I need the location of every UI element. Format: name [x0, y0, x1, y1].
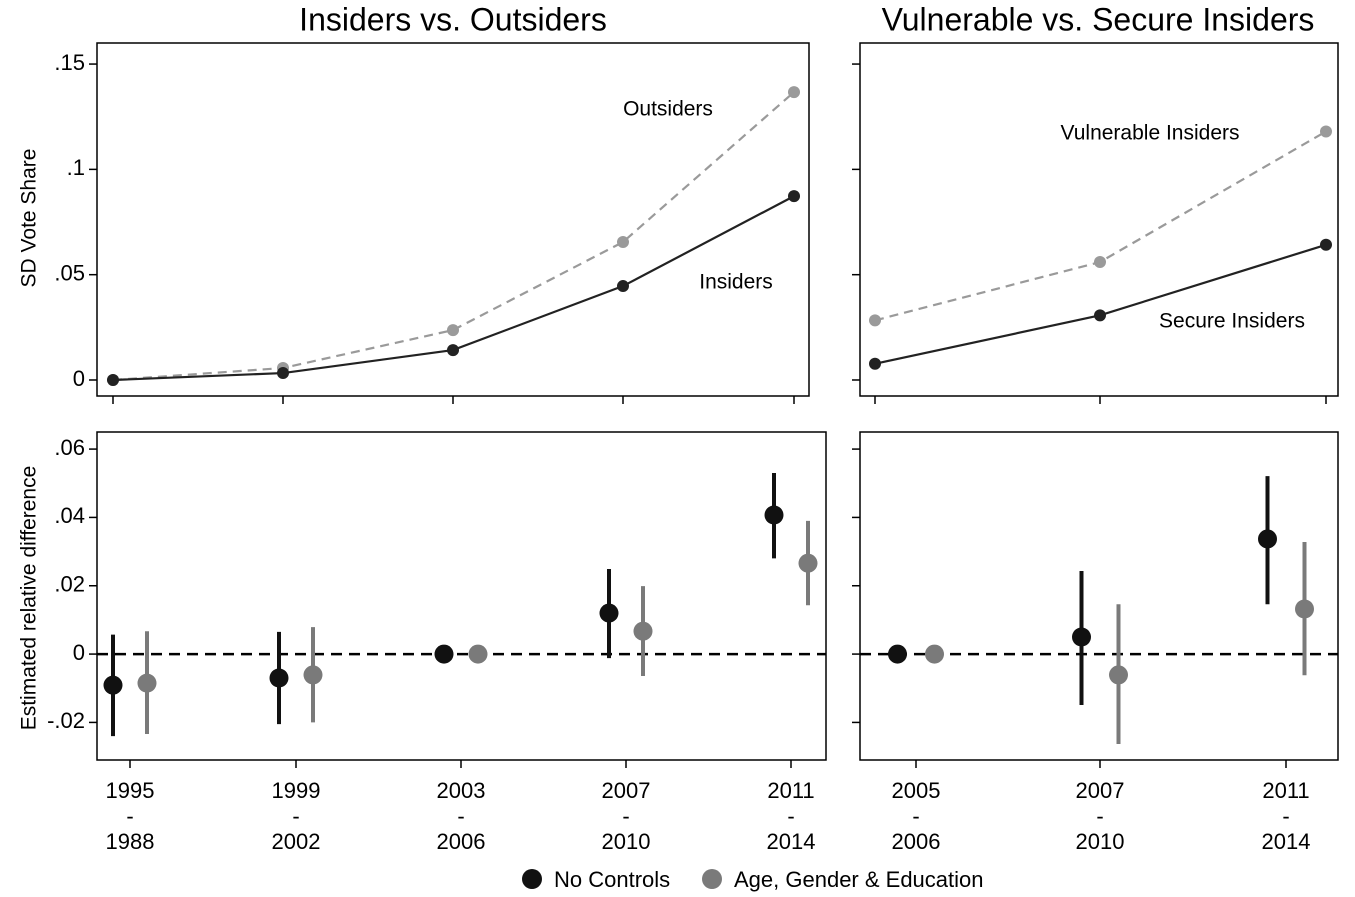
x-tick-label-line: 2011 [767, 778, 814, 803]
x-tick-label-line: - [292, 803, 299, 828]
x-tick-label: 2011 -2014 [767, 778, 816, 854]
series-annotation: Outsiders [623, 98, 713, 121]
estimate-point [468, 644, 488, 664]
y-axis-label: SD Vote Share [18, 149, 41, 288]
x-tick-label-line: 2010 [602, 829, 651, 854]
y-tick-label: .02 [54, 572, 85, 597]
x-tick-label-line: 1999 [272, 778, 321, 803]
estimate-point [888, 644, 907, 664]
series-point [1320, 238, 1332, 251]
series-line [112, 91, 795, 382]
y-tick-label: .15 [54, 50, 85, 75]
series-annotation: Secure Insiders [1159, 310, 1305, 333]
estimate-point [103, 675, 123, 695]
estimate-point [798, 553, 818, 573]
estimate-point [269, 668, 289, 688]
x-tick-label-line: 2007 [1076, 778, 1125, 803]
estimate-point [137, 673, 157, 693]
x-tick-label-line: 2003 [437, 778, 486, 803]
x-tick-label: 2005 -2006 [892, 778, 941, 854]
panel-title: Insiders vs. Outsiders [299, 1, 607, 37]
legend-label: Age, Gender & Education [734, 867, 984, 892]
x-tick-label: 2003 -2006 [437, 778, 486, 854]
x-tick-label-line: - [126, 803, 133, 828]
x-tick-label-line: - [1096, 803, 1103, 828]
plot-frame [859, 42, 1339, 397]
estimate-point [1109, 665, 1128, 685]
series-point [1094, 256, 1106, 269]
series-point [1320, 125, 1332, 138]
x-tick-label-line: - [457, 803, 464, 828]
legend-marker [702, 869, 722, 889]
series-point [107, 373, 119, 386]
series-point [788, 86, 800, 99]
x-tick-label-line: - [912, 803, 919, 828]
estimate-point [1258, 529, 1277, 549]
series-line [874, 130, 1327, 322]
series-point [1094, 309, 1106, 322]
x-tick-label-line: 2005 [892, 778, 941, 803]
estimate-point [1072, 627, 1091, 647]
x-tick-label-line: - [787, 803, 794, 828]
y-axis-label: Estimated relative difference [18, 466, 41, 731]
series-point [617, 280, 629, 293]
series-point [447, 324, 459, 337]
panel-title: Vulnerable vs. Secure Insiders [882, 1, 1315, 37]
y-tick-label: .04 [54, 503, 85, 528]
x-tick-label-line: - [622, 803, 629, 828]
legend-marker [522, 869, 542, 889]
series-annotation: Insiders [699, 271, 773, 294]
series-point [277, 367, 289, 380]
plot-frame [96, 431, 827, 761]
y-tick-label: -.02 [47, 708, 85, 733]
x-tick-label-line: 2011 [1262, 778, 1309, 803]
y-tick-label: 0 [73, 640, 85, 665]
series-point [447, 344, 459, 357]
series-point [788, 190, 800, 203]
y-tick-label: .05 [54, 260, 85, 285]
x-tick-label: 2007 -2010 [1076, 778, 1125, 854]
estimate-point [1295, 599, 1314, 619]
x-tick-label: 1999 -2002 [272, 778, 321, 854]
series-annotation: Vulnerable Insiders [1061, 122, 1240, 145]
x-tick-label-line: 1995 [106, 778, 155, 803]
estimate-point [434, 644, 454, 664]
series-point [869, 357, 881, 370]
x-tick-label-line: 2007 [602, 778, 651, 803]
x-tick-label-line: 2006 [437, 829, 486, 854]
y-tick-label: 0 [73, 366, 85, 391]
x-tick-label-line: 2014 [1262, 829, 1311, 854]
x-tick-label-line: 2002 [272, 829, 321, 854]
estimate-point [303, 665, 323, 685]
estimate-point [925, 644, 944, 664]
y-tick-label: .06 [54, 435, 85, 460]
legend-label: No Controls [554, 867, 670, 892]
x-tick-label-line: - [1282, 803, 1289, 828]
estimate-point [633, 621, 653, 641]
estimate-point [764, 505, 784, 525]
x-tick-label-line: 2014 [767, 829, 816, 854]
y-tick-label: .1 [67, 155, 85, 180]
plot-frame [859, 431, 1339, 761]
estimate-point [599, 603, 619, 623]
x-tick-label-line: 2006 [892, 829, 941, 854]
series-point [869, 314, 881, 327]
x-tick-label: 2007 -2010 [602, 778, 651, 854]
series-point [617, 236, 629, 249]
x-tick-label: 2011 -2014 [1262, 778, 1311, 854]
x-tick-label-line: 1988 [106, 829, 155, 854]
plot-frame [96, 42, 810, 397]
x-tick-label-line: 2010 [1076, 829, 1125, 854]
x-tick-label: 1995 -1988 [106, 778, 155, 854]
